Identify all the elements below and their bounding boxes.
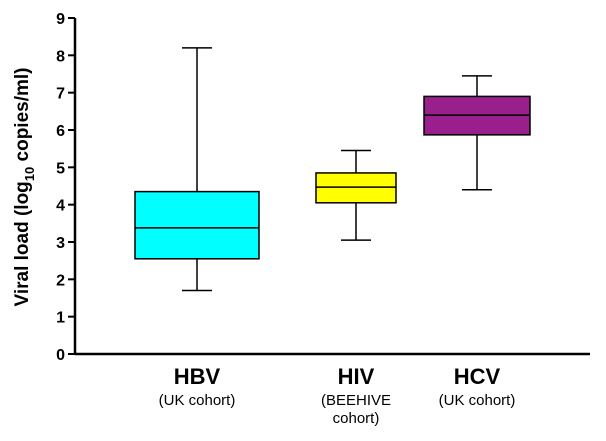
y-tick-label: 6 [56, 123, 65, 140]
x-tick-note: (UK cohort) [438, 392, 516, 409]
y-label-sub: 10 [22, 167, 37, 181]
x-tick-label: HIV [337, 364, 375, 389]
y-tick-label: 7 [56, 86, 65, 103]
y-tick-label: 3 [56, 235, 65, 252]
x-tick-note: (UK cohort) [158, 392, 236, 409]
y-label-part: Viral load (log [12, 181, 33, 306]
y-tick-label: 5 [56, 160, 65, 177]
x-tick-label: HBV [173, 364, 221, 389]
y-label-part: copies/ml) [12, 68, 33, 167]
y-tick-label: 8 [56, 48, 65, 65]
box [134, 190, 260, 260]
y-tick-label: 4 [56, 198, 65, 215]
y-tick-label: 9 [56, 11, 65, 28]
x-tick-label: HCV [453, 364, 501, 389]
y-tick-label: 1 [56, 310, 65, 327]
y-tick-label: 2 [56, 272, 65, 289]
y-axis-label: Viral load (log10 copies/ml) [12, 68, 37, 307]
x-tick-note: (BEEHIVE cohort) [320, 392, 392, 427]
y-tick-label: 0 [56, 347, 65, 364]
